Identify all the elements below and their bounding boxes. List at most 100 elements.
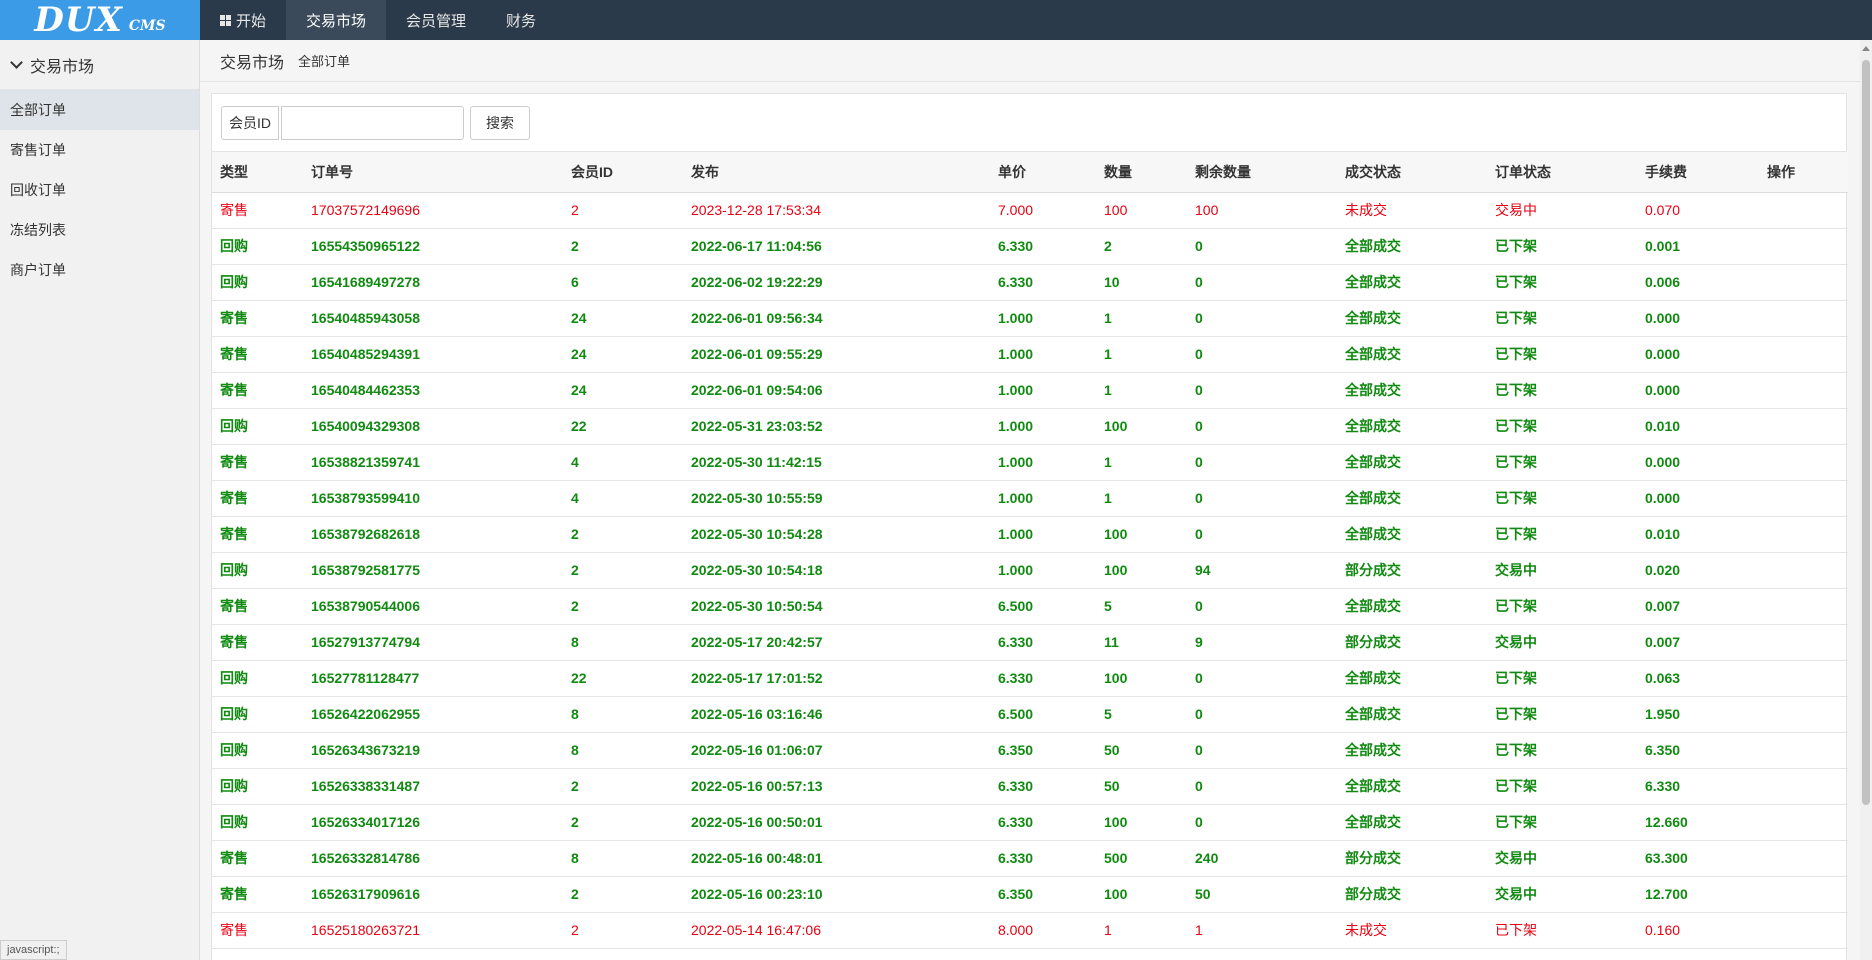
cell-quantity: 100 bbox=[1096, 552, 1187, 589]
nav-members[interactable]: 会员管理 bbox=[386, 0, 486, 40]
cell-order-no: 16538821359741 bbox=[303, 444, 563, 481]
cell-unit-price: 1.000 bbox=[990, 480, 1096, 517]
cell-order-no: 16526317909616 bbox=[303, 876, 563, 913]
cell-actions bbox=[1759, 552, 1848, 589]
sidebar-item-recycle-orders[interactable]: 回收订单 bbox=[10, 182, 66, 198]
cell-actions bbox=[1759, 408, 1848, 445]
sidebar-title[interactable]: 交易市场 bbox=[0, 40, 199, 90]
cell-type: 回购 bbox=[212, 228, 303, 265]
cell-quantity: 100 bbox=[1096, 408, 1187, 445]
sidebar-item-all-orders[interactable]: 全部订单 bbox=[0, 90, 199, 130]
cell-remaining: 9 bbox=[1187, 624, 1337, 661]
cell-order-status: 已下架 bbox=[1487, 768, 1637, 805]
cell-remaining: 0 bbox=[1187, 588, 1337, 625]
table-row: 寄售 16538790544006 2 2022-05-30 10:50:54 6.50… bbox=[212, 588, 1848, 625]
cell-type: 寄售 bbox=[212, 336, 303, 373]
cell-deal-status: 全部成交 bbox=[1337, 480, 1487, 517]
cell-order-no: 16540485943058 bbox=[303, 300, 563, 337]
cell-actions bbox=[1759, 732, 1848, 769]
cell-deal-status: 全部成交 bbox=[1337, 264, 1487, 301]
cell-actions bbox=[1759, 264, 1848, 301]
cell-remaining: 0 bbox=[1187, 372, 1337, 409]
cell-fee: 63.300 bbox=[1637, 840, 1759, 877]
cell-published: 2022-05-30 10:54:18 bbox=[683, 552, 990, 589]
cell-member-id: 4 bbox=[563, 444, 683, 481]
table-row: 寄售 16540484462353 24 2022-06-01 09:54:06 1.0… bbox=[212, 372, 1848, 409]
cell-order-no: 16538792581775 bbox=[303, 552, 563, 589]
cell-fee: 0.010 bbox=[1637, 516, 1759, 553]
cell-unit-price: 6.330 bbox=[990, 624, 1096, 661]
sidebar-item-consign-orders[interactable]: 寄售订单 bbox=[10, 142, 66, 158]
cell-order-no: 16526343673219 bbox=[303, 732, 563, 769]
cell-deal-status: 部分成交 bbox=[1337, 876, 1487, 913]
cell-remaining: 100 bbox=[1187, 192, 1337, 229]
windows-icon bbox=[220, 14, 231, 26]
cell-type: 寄售 bbox=[212, 480, 303, 517]
cell-published: 2023-12-28 17:53:34 bbox=[683, 192, 990, 229]
cell-quantity: 1 bbox=[1096, 336, 1187, 373]
cell-member-id: 4 bbox=[563, 480, 683, 517]
cell-order-no: 16554350965122 bbox=[303, 228, 563, 265]
col-order-status: 订单状态 bbox=[1487, 152, 1637, 193]
scrollbar-thumb[interactable] bbox=[1862, 60, 1870, 805]
col-remaining: 剩余数量 bbox=[1187, 152, 1337, 193]
table-row: 寄售 16527913774794 8 2022-05-17 20:42:57 6.33… bbox=[212, 624, 1848, 661]
cell-deal-status: 全部成交 bbox=[1337, 768, 1487, 805]
cell-deal-status: 全部成交 bbox=[1337, 300, 1487, 337]
cell-fee: 6.350 bbox=[1637, 732, 1759, 769]
nav-finance-label: 财务 bbox=[506, 12, 537, 30]
cell-fee: 0.000 bbox=[1637, 336, 1759, 373]
cell-actions bbox=[1759, 660, 1848, 697]
col-unit-price: 单价 bbox=[990, 152, 1096, 193]
cell-fee: 0.063 bbox=[1637, 660, 1759, 697]
cell-type: 寄售 bbox=[212, 840, 303, 877]
nav-start[interactable]: 开始 bbox=[200, 0, 286, 40]
cell-published: 2022-05-16 00:50:01 bbox=[683, 804, 990, 841]
cell-quantity: 1 bbox=[1096, 480, 1187, 517]
nav-members-label: 会员管理 bbox=[406, 12, 467, 30]
cell-published: 2022-05-16 00:57:13 bbox=[683, 768, 990, 805]
cell-remaining: 50 bbox=[1187, 876, 1337, 913]
cell-quantity: 100 bbox=[1096, 516, 1187, 553]
cell-order-no: 16538793599410 bbox=[303, 480, 563, 517]
cell-actions bbox=[1759, 588, 1848, 625]
cell-order-status: 已下架 bbox=[1487, 408, 1637, 445]
sidebar-item-merchant-orders[interactable]: 商户订单 bbox=[10, 262, 66, 278]
cell-order-status: 已下架 bbox=[1487, 660, 1637, 697]
nav-market[interactable]: 交易市场 bbox=[286, 0, 387, 40]
scroll-up-arrow-icon[interactable] bbox=[1862, 46, 1870, 51]
cell-order-no: 16526332814786 bbox=[303, 840, 563, 877]
cell-unit-price: 1.000 bbox=[990, 552, 1096, 589]
cell-unit-price: 7.000 bbox=[990, 192, 1096, 229]
cell-actions bbox=[1759, 516, 1848, 553]
table-row: 寄售 16540485943058 24 2022-06-01 09:56:34 1.0… bbox=[212, 300, 1848, 337]
col-order-no: 订单号 bbox=[303, 152, 563, 193]
page-scrollbar[interactable] bbox=[1860, 40, 1872, 960]
cell-order-status: 已下架 bbox=[1487, 912, 1637, 949]
table-header-row: 类型 订单号 会员ID 发布 单价 数量 剩余数量 成交状态 订单状态 手续费 … bbox=[212, 152, 1848, 193]
cell-type: 寄售 bbox=[212, 588, 303, 625]
top-nav: 开始 交易市场 会员管理 财务 bbox=[200, 0, 556, 40]
cell-order-status: 已下架 bbox=[1487, 804, 1637, 841]
logo[interactable]: DUX CMS bbox=[0, 0, 200, 40]
cell-deal-status: 全部成交 bbox=[1337, 732, 1487, 769]
cell-order-status: 已下架 bbox=[1487, 300, 1637, 337]
table-row: 回购 16538792581775 2 2022-05-30 10:54:18 1.00… bbox=[212, 552, 1848, 589]
cell-type: 回购 bbox=[212, 264, 303, 301]
cell-order-no: 16527913774794 bbox=[303, 624, 563, 661]
cell-quantity: 5 bbox=[1096, 588, 1187, 625]
nav-finance[interactable]: 财务 bbox=[486, 0, 556, 40]
cell-actions bbox=[1759, 840, 1848, 877]
cell-order-no: 16540484462353 bbox=[303, 372, 563, 409]
cell-remaining: 0 bbox=[1187, 228, 1337, 265]
sidebar-item-frozen-list[interactable]: 冻结列表 bbox=[10, 222, 66, 238]
col-deal-status: 成交状态 bbox=[1337, 152, 1487, 193]
cell-deal-status: 全部成交 bbox=[1337, 336, 1487, 373]
member-id-input[interactable] bbox=[281, 105, 464, 140]
search-button[interactable]: 搜索 bbox=[470, 105, 530, 140]
sidebar-list: 全部订单 寄售订单 回收订单 冻结列表 商户订单 bbox=[0, 90, 199, 290]
table-row: 寄售 17037572149696 2 2023-12-28 17:53:34 7.00… bbox=[212, 192, 1848, 229]
cell-fee: 0.010 bbox=[1637, 408, 1759, 445]
cell-member-id: 2 bbox=[563, 804, 683, 841]
table-row: 回购 16526343673219 8 2022-05-16 01:06:07 6.35… bbox=[212, 732, 1848, 769]
